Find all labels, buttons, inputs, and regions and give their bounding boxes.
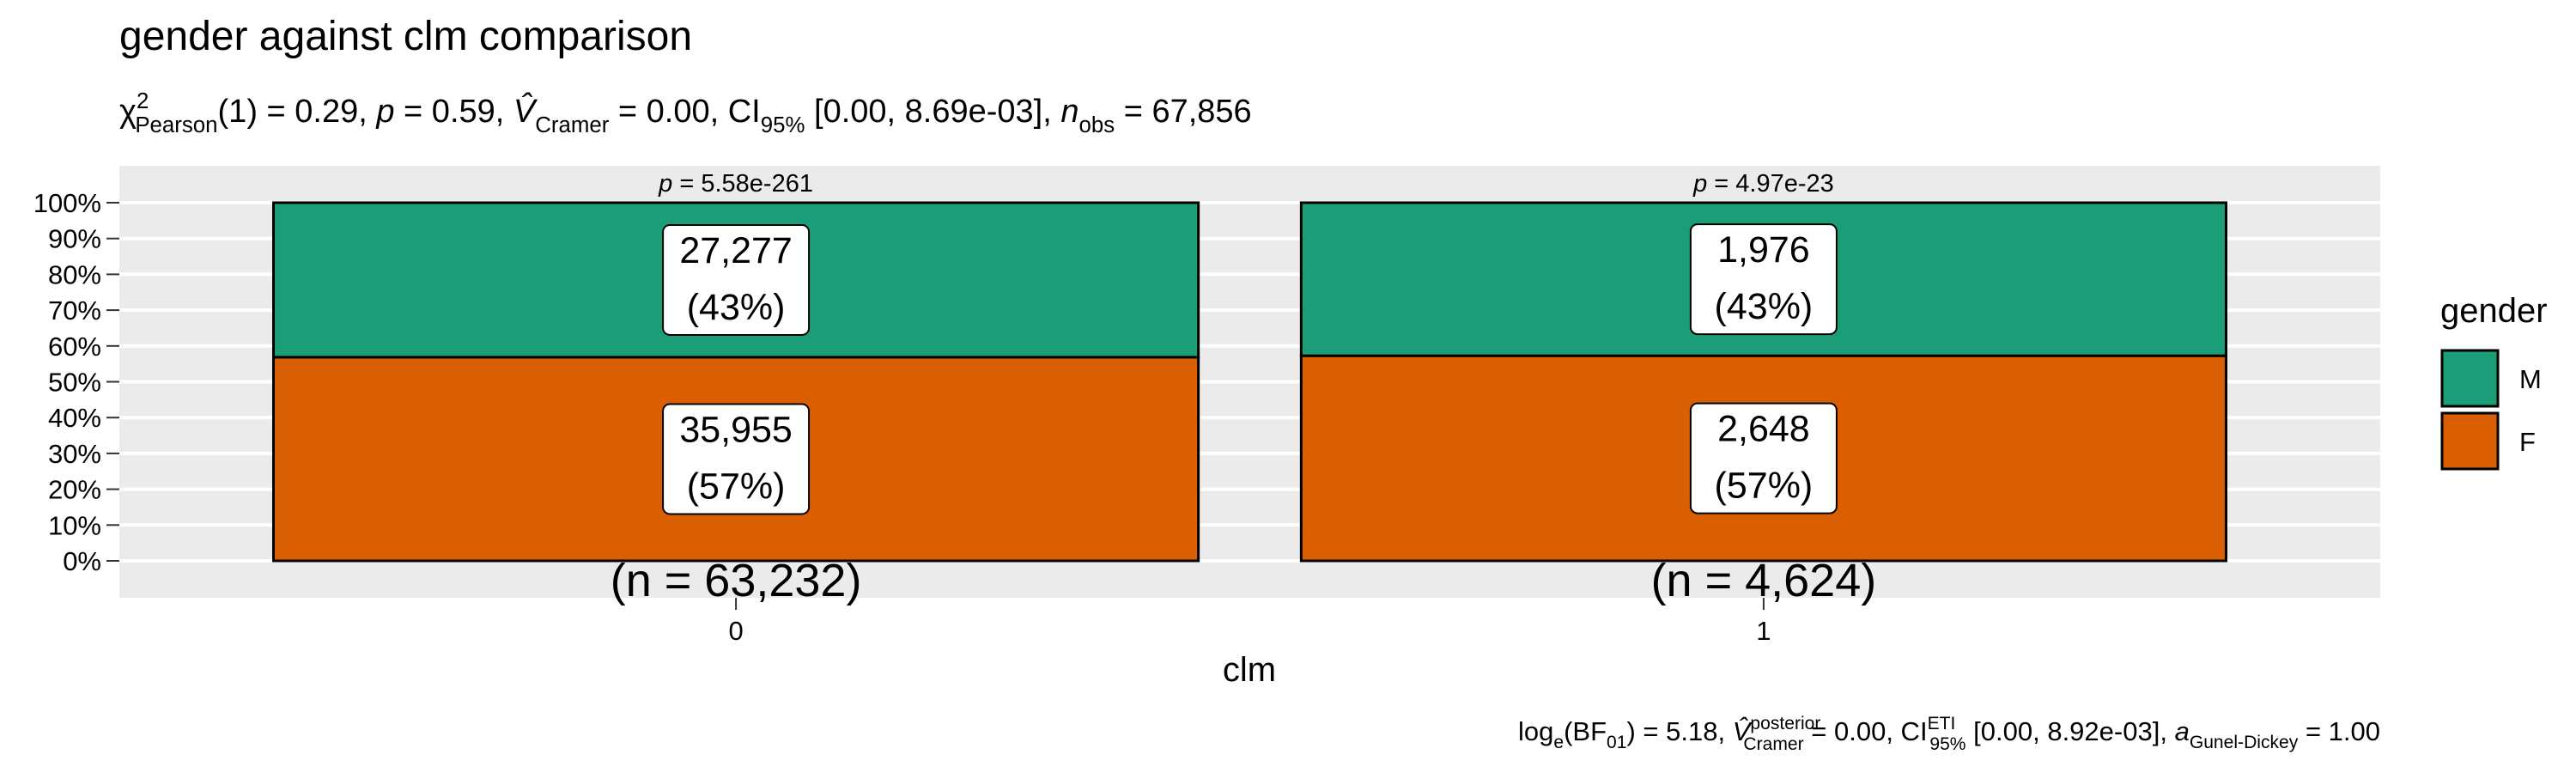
- caption-part: [0.00, 8.92e-03],: [1966, 716, 2175, 746]
- caption-part: (BF: [1564, 716, 1607, 746]
- caption-part: Gunel-Dickey: [2190, 733, 2299, 752]
- subtitle-part: 95%: [761, 113, 805, 137]
- caption-part: ETI: [1928, 714, 1956, 733]
- subtitle-part: obs: [1078, 113, 1115, 137]
- caption-part: 01: [1607, 733, 1626, 752]
- subtitle-part: = 0.00, CI: [609, 94, 760, 130]
- label-box: [662, 403, 811, 515]
- chart-subtitle: χ2 Pearson(1) = 0.29, p = 0.59, V̂Cramer …: [119, 89, 1252, 137]
- caption-part: posterior: [1750, 714, 1820, 733]
- value-label: (43%): [1715, 286, 1814, 327]
- x-tick-label: 0: [728, 616, 743, 646]
- legend-title: gender: [2440, 292, 2548, 330]
- subtitle-part: Pearson: [135, 113, 217, 137]
- caption-part: = 0.00, CI: [1804, 716, 1928, 746]
- value-label: (43%): [687, 287, 786, 328]
- subtitle-part: χ: [119, 94, 137, 130]
- x-axis-title: clm: [1223, 651, 1276, 689]
- subtitle-part: = 0.59,: [395, 94, 513, 130]
- p-value-part: = 4.97e-23: [1707, 170, 1834, 198]
- y-tick-label: 10%: [48, 510, 101, 540]
- count-label: 1,976: [1717, 229, 1810, 271]
- y-tick-label: 90%: [48, 224, 101, 254]
- count-label: 35,955: [679, 409, 793, 450]
- label-box: [1689, 402, 1838, 514]
- x-tick-label: 1: [1756, 616, 1771, 646]
- subtitle-part: 2: [137, 89, 149, 113]
- caption-part: 95%: [1929, 734, 1965, 754]
- count-label: 27,277: [679, 230, 793, 271]
- caption-part: Cramer: [1743, 734, 1803, 754]
- legend-label: M: [2519, 364, 2542, 394]
- y-tick-label: 50%: [48, 368, 101, 398]
- caption-part: a: [2175, 716, 2190, 746]
- legend-key: [2440, 411, 2500, 471]
- caption-part: e: [1553, 733, 1564, 752]
- subtitle-part: Cramer: [535, 113, 609, 137]
- subtitle-part: = 67,856: [1115, 94, 1252, 130]
- y-tick-label: 20%: [48, 475, 101, 505]
- caption-part: ) = 5.18,: [1626, 716, 1732, 746]
- p-value-label: p = 4.97e-23: [1692, 170, 1834, 198]
- caption-part: V̂: [1733, 715, 1753, 746]
- value-label: (57%): [687, 466, 786, 507]
- chart-title: gender against clm comparison: [119, 14, 692, 59]
- p-value-part: = 5.58e-261: [672, 170, 813, 198]
- count-label: 2,648: [1717, 409, 1810, 450]
- subtitle-part: p: [375, 94, 394, 130]
- caption: loge(BF01) = 5.18, V̂posterior Cramer = 0…: [1518, 714, 2380, 754]
- p-value-part: p: [658, 170, 672, 198]
- y-tick-label: 100%: [33, 188, 101, 218]
- y-tick-label: 30%: [48, 439, 101, 469]
- y-tick-label: 80%: [48, 259, 101, 289]
- label-box: [662, 223, 811, 336]
- y-tick-label: 40%: [48, 403, 101, 433]
- y-tick-label: 0%: [63, 546, 101, 576]
- subtitle-part: (1) = 0.29,: [218, 94, 377, 130]
- legend-label: F: [2519, 427, 2536, 457]
- y-tick-label: 60%: [48, 332, 101, 362]
- subtitle-part: V̂: [513, 92, 538, 130]
- caption-part: = 1.00: [2298, 716, 2380, 746]
- subtitle-part: n: [1060, 94, 1078, 130]
- legend-key: [2440, 349, 2500, 408]
- caption-part: log: [1518, 716, 1553, 746]
- value-label: (57%): [1715, 466, 1814, 507]
- label-box: [1689, 223, 1838, 336]
- y-tick-label: 70%: [48, 295, 101, 326]
- p-value-label: p = 5.58e-261: [658, 170, 813, 198]
- subtitle-part: [0.00, 8.69e-03],: [805, 94, 1060, 130]
- p-value-part: p: [1692, 170, 1707, 198]
